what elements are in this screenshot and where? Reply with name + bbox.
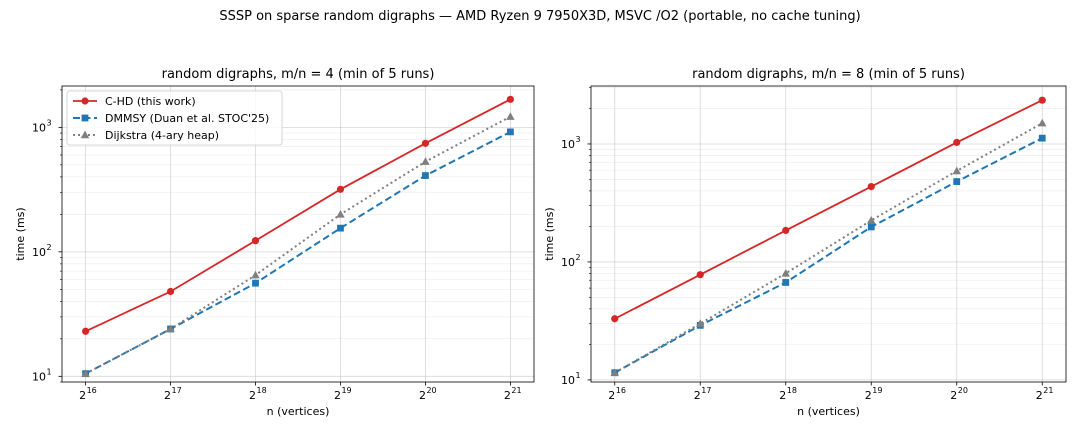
y-tick-exponent: 2	[576, 253, 581, 262]
y-tick-label: 10	[561, 138, 575, 151]
x-tick-exponent: 16	[616, 386, 626, 395]
point-dmmsy	[953, 178, 961, 185]
axes-frame	[61, 85, 535, 383]
point-chd	[82, 327, 90, 335]
x-tick-label: 2	[249, 389, 256, 402]
y-axis-label: time (ms)	[543, 207, 556, 260]
x-tick-exponent: 20	[958, 386, 968, 395]
y-tick-exponent: 3	[47, 118, 52, 127]
series-dijkstra	[610, 118, 1047, 376]
point-chd	[336, 185, 345, 193]
point-dijkstra	[696, 319, 705, 327]
x-tick-exponent: 21	[1043, 386, 1053, 395]
x-tick-exponent: 19	[872, 386, 882, 395]
x-tick-exponent: 18	[787, 386, 797, 395]
point-dmmsy	[867, 223, 875, 231]
legend-frame	[66, 90, 283, 146]
point-chd	[696, 271, 704, 279]
series-line-dmmsy	[85, 130, 511, 375]
legend-marker-dmmsy	[81, 114, 89, 122]
y-tick-label: 10	[32, 370, 46, 383]
series-chd	[82, 95, 514, 335]
point-chd	[782, 226, 790, 235]
y-axis-label: time (ms)	[14, 207, 27, 260]
legend-label-dijkstra: Dijkstra (4-ary heap)	[105, 129, 219, 142]
point-chd	[506, 95, 514, 103]
x-tick-exponent: 19	[341, 386, 351, 395]
legend-label-dmmsy: DMMSY (Duan et al. STOC'25)	[105, 112, 269, 125]
panel-title: random digraphs, m/n = 4 (min of 5 runs)	[162, 67, 435, 82]
panel-title: random digraphs, m/n = 8 (min of 5 runs)	[692, 67, 965, 82]
x-tick-label: 2	[779, 389, 786, 402]
legend-marker-chd	[81, 97, 89, 105]
x-tick-label: 2	[504, 389, 511, 402]
y-tick-exponent: 3	[576, 135, 581, 144]
series-chd	[611, 96, 1046, 323]
point-dijkstra	[251, 270, 260, 279]
x-tick-label: 2	[865, 389, 872, 402]
y-tick-label: 10	[32, 246, 46, 259]
point-dijkstra	[867, 215, 876, 224]
plot-area	[591, 86, 1066, 382]
x-tick-label: 2	[334, 389, 341, 402]
axes-frame	[590, 85, 1067, 383]
point-dijkstra	[1038, 118, 1047, 127]
legend: C-HD (this work) DMMSY (Duan et al. STOC'…	[66, 90, 283, 146]
y-tick-label: 10	[32, 121, 46, 134]
y-tick-label: 10	[561, 374, 575, 387]
series-line-dmmsy	[614, 137, 1043, 374]
x-tick-exponent: 17	[172, 386, 182, 395]
point-dijkstra	[506, 112, 515, 120]
x-tick-label: 2	[950, 389, 957, 402]
point-chd	[251, 237, 260, 245]
y-tick-exponent: 1	[47, 367, 52, 376]
point-dijkstra	[781, 268, 790, 277]
x-tick-exponent: 16	[87, 386, 97, 395]
point-dmmsy	[337, 224, 344, 232]
point-dijkstra	[610, 368, 619, 376]
figure-suptitle: SSSP on sparse random digraphs — AMD Ryz…	[219, 9, 860, 24]
point-chd	[953, 138, 961, 147]
series-line-chd	[85, 98, 511, 333]
x-tick-exponent: 21	[511, 386, 521, 395]
x-axis-label: n (vertices)	[797, 405, 860, 418]
point-dmmsy	[507, 128, 514, 136]
series-line-chd	[614, 99, 1043, 320]
legend-label-chd: C-HD (this work)	[105, 95, 196, 108]
point-dijkstra	[336, 209, 345, 218]
point-chd	[421, 139, 430, 147]
x-tick-exponent: 17	[701, 386, 711, 395]
point-dmmsy	[1038, 134, 1046, 142]
x-tick-label: 2	[608, 389, 615, 402]
x-tick-label: 2	[79, 389, 86, 402]
y-tick-exponent: 2	[47, 243, 52, 252]
y-tick-label: 10	[561, 256, 575, 269]
grid	[591, 86, 1066, 382]
point-dmmsy	[252, 279, 259, 287]
point-chd	[1038, 96, 1046, 104]
point-chd	[867, 183, 875, 191]
point-chd	[166, 287, 175, 296]
panel-m-n-8: 10 110 210 32 16 2 17 2 18 2 19 2 20 2 21n (vertices)t…	[543, 67, 1067, 418]
y-tick-exponent: 1	[576, 371, 581, 380]
point-dijkstra	[421, 157, 430, 165]
x-tick-exponent: 18	[257, 386, 267, 395]
x-axis-label: n (vertices)	[267, 405, 330, 418]
x-tick-label: 2	[419, 389, 426, 402]
x-tick-label: 2	[1036, 389, 1043, 402]
point-dmmsy	[422, 172, 429, 179]
point-dmmsy	[782, 279, 790, 286]
point-dijkstra	[166, 324, 175, 333]
legend-marker-dijkstra	[80, 130, 90, 139]
point-dijkstra	[81, 369, 90, 377]
x-tick-label: 2	[164, 389, 171, 402]
point-chd	[611, 315, 619, 323]
series-dijkstra	[81, 112, 515, 377]
x-tick-label: 2	[694, 389, 701, 402]
x-tick-exponent: 20	[426, 386, 436, 395]
point-dijkstra	[952, 166, 961, 175]
panel-m-n-4: 10 110 210 32 16 2 17 2 18 2 19 2 20 2 21n (vertices)t…	[14, 67, 535, 418]
